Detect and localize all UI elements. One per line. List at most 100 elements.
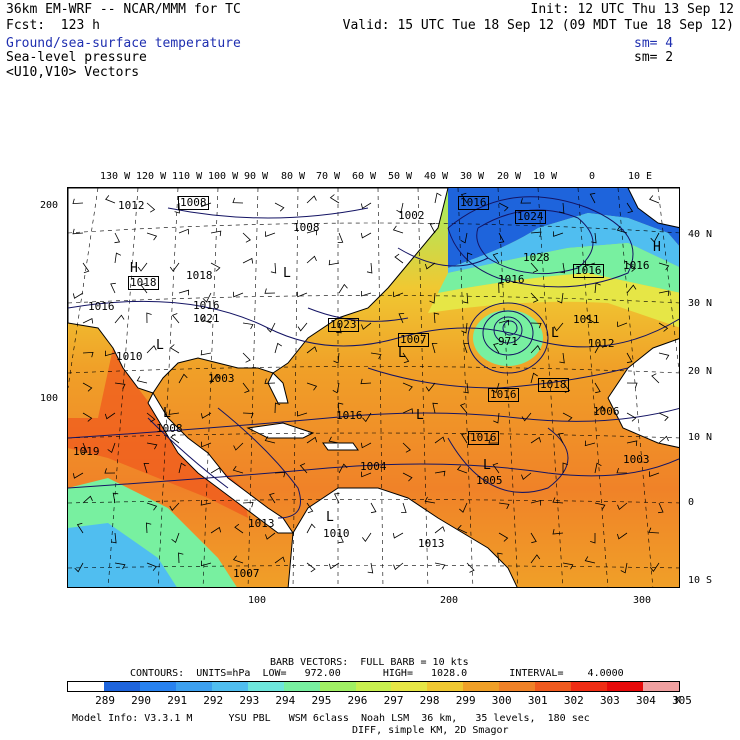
wind-barb — [306, 436, 318, 444]
wind-barb — [264, 378, 276, 384]
wind-barb — [402, 352, 410, 364]
wind-barb — [370, 502, 377, 514]
pressure-contour-label: 1007 — [233, 567, 260, 580]
pressure-center-marker: L — [283, 266, 291, 281]
pressure-contour-label: 1016 — [88, 300, 115, 313]
colorbar-labels: 289 290 291 292 293 294 295 296 297 298 299 300 301 3… — [67, 694, 692, 707]
pressure-center-marker: L — [483, 458, 491, 473]
longitude-label: 10 E — [628, 171, 653, 182]
wind-barb — [459, 502, 468, 513]
colorbar-value: 290 — [131, 694, 152, 707]
valid-time: Valid: 15 UTC Tue 18 Sep 12 (09 MDT Tue … — [342, 18, 734, 33]
longitude-label: 120 W — [136, 171, 167, 182]
colorbar-swatch — [535, 682, 572, 691]
barb-legend: BARB VECTORS: FULL BARB = 10 kts — [270, 657, 469, 668]
init-time: Init: 12 UTC Thu 13 Sep 12 — [530, 2, 735, 17]
pressure-contour-label: 1013 — [248, 517, 275, 530]
wind-barb — [200, 412, 212, 419]
wind-barb — [589, 192, 596, 204]
wind-barb — [463, 343, 469, 354]
wind-barb — [530, 436, 542, 444]
wind-barb — [626, 382, 638, 388]
colorbar-swatch — [211, 682, 248, 691]
south-america-land — [287, 487, 518, 587]
florida-land — [267, 372, 289, 404]
pressure-contour-label: 1007 — [398, 333, 429, 347]
colorbar-swatch — [68, 682, 104, 691]
wind-barb — [171, 313, 180, 324]
pressure-center-marker: L — [156, 338, 164, 353]
pressure-center-marker: L — [163, 406, 171, 421]
colorbar-value: 300 — [491, 694, 512, 707]
pressure-contour-label: 1018 — [128, 276, 159, 290]
wind-barb — [297, 291, 308, 298]
pressure-contour-label: 1016 — [336, 409, 363, 422]
wind-barb — [530, 231, 542, 238]
wind-barb — [521, 472, 532, 480]
wind-barb — [360, 232, 372, 239]
wind-barb — [74, 562, 84, 573]
pressure-contour-label: 1004 — [360, 460, 387, 473]
hispaniola-land — [322, 442, 359, 451]
wind-barb — [169, 262, 180, 272]
longitude-label: 20 W — [497, 171, 522, 182]
central-america-land — [147, 391, 294, 534]
wind-barb — [82, 262, 90, 274]
wind-barb — [361, 291, 372, 297]
wind-barb — [242, 257, 254, 264]
wind-barb — [594, 343, 604, 354]
wind-barb — [460, 232, 468, 244]
wind-barb — [82, 412, 93, 422]
wind-barb — [200, 349, 212, 356]
longitude-label: 10 W — [533, 171, 558, 182]
wind-barb — [328, 562, 340, 570]
wind-barb — [169, 344, 180, 354]
wind-barb — [299, 463, 308, 474]
pressure-contour-label: 1019 — [73, 445, 100, 458]
wind-barb — [493, 342, 500, 354]
colorbar-value: 302 — [563, 694, 584, 707]
wind-barb — [328, 436, 340, 444]
wind-barb — [396, 202, 404, 214]
wind-barb — [658, 352, 670, 360]
wind-barb — [361, 532, 372, 542]
pressure-contour-label: 1016 — [498, 273, 525, 286]
wind-barb — [242, 352, 251, 363]
wind-barb — [111, 532, 117, 544]
wind-barb — [81, 442, 88, 453]
wind-barb — [137, 262, 148, 272]
wind-barb — [530, 554, 541, 564]
wind-barb — [178, 228, 189, 235]
wind-barb — [104, 412, 116, 420]
wind-barb — [360, 442, 372, 449]
pressure-contour-label: 1018 — [186, 269, 213, 282]
model-info: Model Info: V3.3.1 M YSU PBL WSM 6class … — [72, 713, 590, 724]
pressure-center-marker: L — [326, 510, 334, 525]
wind-barb — [591, 232, 597, 244]
wind-barb — [620, 562, 628, 574]
wind-barb — [306, 255, 317, 264]
wind-barb — [459, 403, 468, 414]
sst-colorbar — [67, 681, 680, 692]
colorbar-swatch — [463, 682, 500, 691]
wind-barb — [562, 412, 573, 422]
wind-barb — [594, 502, 606, 510]
wind-barb — [265, 532, 276, 540]
wind-barb — [112, 492, 119, 504]
wind-barb — [200, 500, 212, 506]
wind-barb — [626, 202, 634, 214]
wind-barb — [617, 502, 628, 511]
wind-barb — [393, 291, 404, 298]
pressure-contour-label: 1028 — [523, 251, 550, 264]
pressure-center-marker: L — [551, 326, 559, 341]
wind-barbs — [72, 192, 670, 574]
wind-barb — [498, 532, 509, 542]
wind-barb — [498, 282, 504, 294]
wind-barb — [649, 471, 660, 477]
wind-barb — [338, 283, 348, 294]
wind-barb — [232, 555, 244, 564]
wind-barb — [562, 462, 568, 473]
wind-barb — [552, 529, 564, 535]
wind-barb — [82, 382, 93, 392]
africa-land — [607, 338, 679, 449]
